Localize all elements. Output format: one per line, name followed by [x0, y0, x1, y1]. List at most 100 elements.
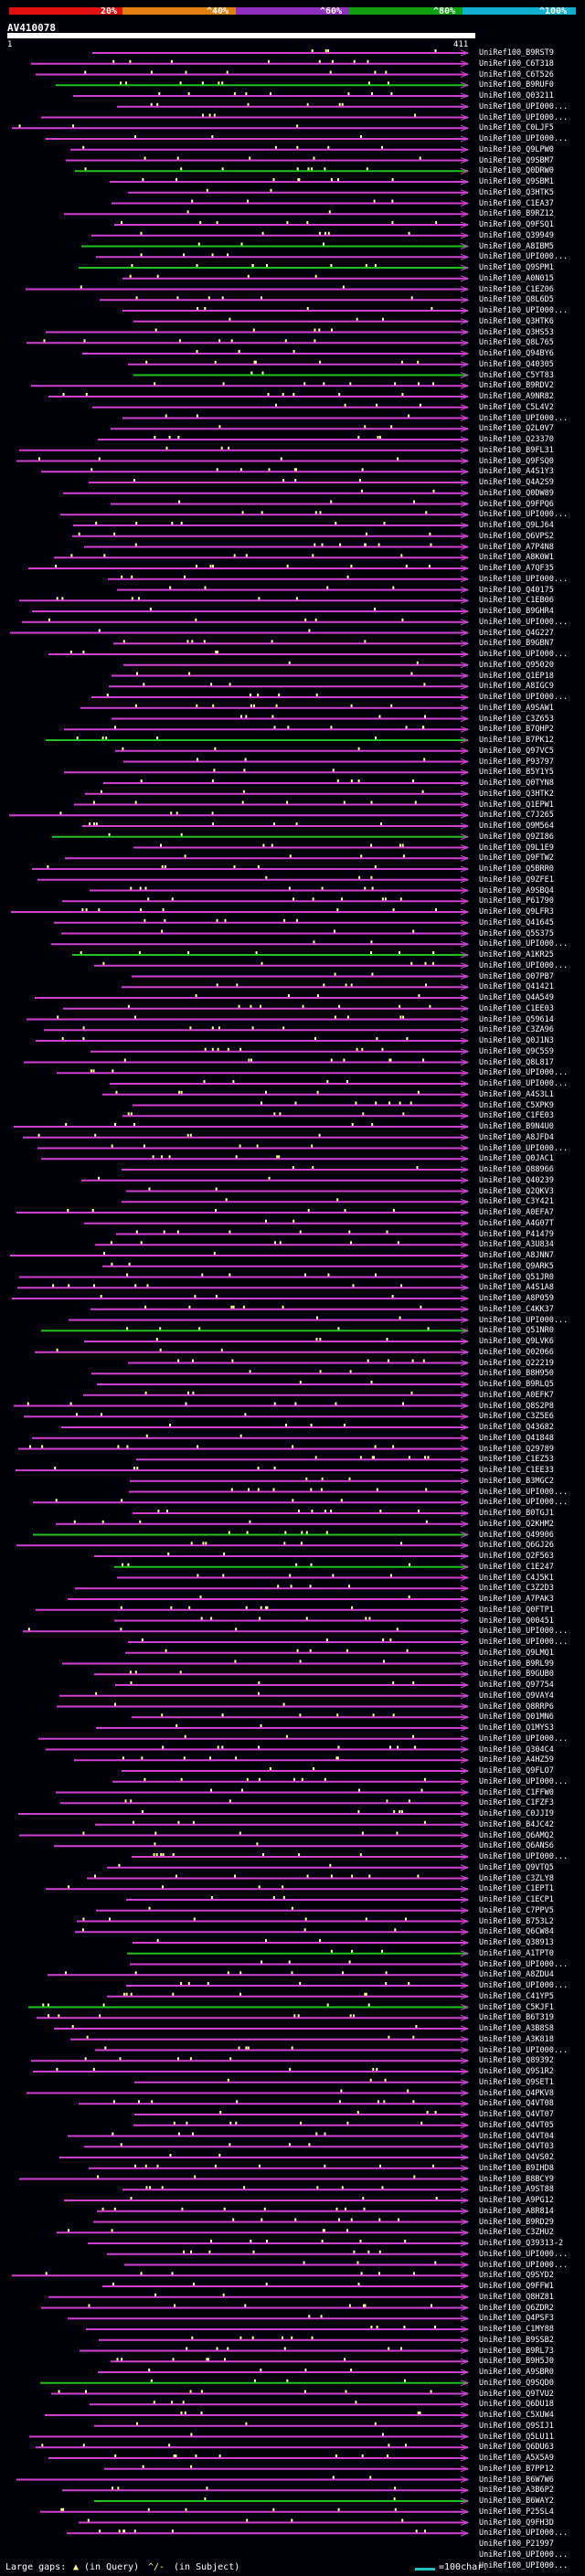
hit-label[interactable]: UniRef100_UPI000...: [479, 1638, 569, 1647]
hit-label[interactable]: UniRef100_C1FFW0: [479, 1787, 554, 1797]
hit-row[interactable]: [36, 2443, 470, 2451]
hit-row[interactable]: [33, 1531, 470, 1538]
hit-label[interactable]: UniRef100_B9RZ12: [479, 209, 554, 219]
hit-label[interactable]: UniRef100_UPI000...: [479, 1143, 569, 1153]
hit-row[interactable]: [46, 737, 470, 744]
hit-row[interactable]: [112, 715, 470, 722]
hit-label[interactable]: UniRef100_Q97754: [479, 1680, 554, 1690]
hit-row[interactable]: [9, 811, 470, 819]
hit-label[interactable]: UniRef100_Q3HTK2: [479, 789, 554, 799]
hit-label[interactable]: UniRef100_A3U834: [479, 1240, 554, 1250]
hit-label[interactable]: UniRef100_Q22219: [479, 1358, 554, 1368]
hit-label[interactable]: UniRef100_A9NR82: [479, 392, 554, 401]
hit-row[interactable]: [95, 2046, 470, 2053]
hit-label[interactable]: UniRef100_Q9SQD0: [479, 2378, 554, 2388]
hit-label[interactable]: UniRef100_A4S1Y3: [479, 467, 554, 477]
hit-row[interactable]: [27, 1015, 470, 1023]
hit-label[interactable]: UniRef100_C1ECP1: [479, 1895, 554, 1904]
hit-row[interactable]: [82, 822, 470, 830]
hit-row[interactable]: [17, 1284, 470, 1291]
hit-row[interactable]: [62, 2486, 470, 2494]
hit-row[interactable]: [128, 1638, 470, 1646]
hit-row[interactable]: [123, 661, 470, 669]
hit-label[interactable]: UniRef100_A8JFD4: [479, 1132, 554, 1142]
hit-row[interactable]: [31, 382, 470, 389]
hit-label[interactable]: UniRef100_UPI000...: [479, 939, 569, 949]
hit-label[interactable]: UniRef100_Q95020: [479, 660, 554, 670]
hit-label[interactable]: UniRef100_C3Y421: [479, 1197, 554, 1207]
hit-label[interactable]: UniRef100_Q9FSQ1: [479, 220, 554, 229]
hit-row[interactable]: [73, 92, 470, 100]
hit-label[interactable]: UniRef100_Q51JR0: [479, 1272, 554, 1282]
hit-row[interactable]: [69, 1316, 470, 1323]
hit-row[interactable]: [56, 1520, 470, 1528]
hit-label[interactable]: UniRef100_B8BCY9: [479, 2174, 554, 2184]
hit-label[interactable]: UniRef100_Q03211: [479, 91, 554, 101]
hit-label[interactable]: UniRef100_Q0JAC1: [479, 1154, 554, 1164]
hit-label[interactable]: UniRef100_Q40239: [479, 1175, 554, 1185]
hit-label[interactable]: UniRef100_A8R814: [479, 2206, 554, 2216]
hit-label[interactable]: UniRef100_Q6CW84: [479, 1927, 554, 1937]
hit-label[interactable]: UniRef100_P93797: [479, 757, 554, 767]
hit-row[interactable]: [31, 59, 470, 68]
hit-label[interactable]: UniRef100_Q39313-2: [479, 2239, 564, 2248]
hit-row[interactable]: [107, 2250, 470, 2258]
hit-label[interactable]: UniRef100_A4HZ59: [479, 1755, 554, 1765]
hit-label[interactable]: UniRef100_Q38913: [479, 1938, 554, 1947]
hit-label[interactable]: UniRef100_Q6GJ26: [479, 1541, 554, 1551]
hit-label[interactable]: UniRef100_Q1EPW1: [479, 800, 554, 810]
hit-row[interactable]: [91, 231, 470, 239]
hit-label[interactable]: UniRef100_Q9SIJ1: [479, 2421, 554, 2431]
hit-row[interactable]: [80, 704, 470, 712]
hit-label[interactable]: UniRef100_A9PG12: [479, 2196, 554, 2205]
hit-row[interactable]: [133, 371, 470, 378]
hit-row[interactable]: [32, 1434, 470, 1442]
hit-label[interactable]: UniRef100_Q3HTK5: [479, 187, 554, 197]
hit-label[interactable]: UniRef100_B6T319: [479, 2013, 554, 2023]
hit-row[interactable]: [81, 242, 470, 249]
hit-row[interactable]: [133, 1939, 470, 1946]
hit-label[interactable]: UniRef100_B9SSB2: [479, 2335, 554, 2345]
hit-label[interactable]: UniRef100_Q9FLO7: [479, 1766, 554, 1776]
hit-row[interactable]: [70, 2035, 470, 2043]
hit-row[interactable]: [110, 1080, 470, 1087]
hit-row[interactable]: [132, 1713, 470, 1721]
hit-row[interactable]: [19, 597, 470, 604]
hit-row[interactable]: [68, 2132, 470, 2139]
hit-label[interactable]: UniRef100_C3Z5E6: [479, 1412, 554, 1422]
hit-label[interactable]: UniRef100_Q23370: [479, 435, 554, 444]
hit-label[interactable]: UniRef100_A8IBM5: [479, 241, 554, 251]
hit-label[interactable]: UniRef100_A9SBR0: [479, 2368, 554, 2377]
hit-row[interactable]: [102, 1090, 470, 1098]
hit-label[interactable]: UniRef100_Q9FPQ6: [479, 499, 554, 509]
hit-row[interactable]: [112, 672, 470, 679]
hit-label[interactable]: UniRef100_UPI000...: [479, 2560, 569, 2571]
hit-row[interactable]: [24, 1413, 470, 1420]
hit-label[interactable]: UniRef100_B753L2: [479, 1916, 554, 1926]
hit-row[interactable]: [73, 522, 470, 529]
hit-label[interactable]: UniRef100_Q9C5S9: [479, 1046, 554, 1056]
hit-label[interactable]: UniRef100_UPI000...: [479, 2528, 569, 2539]
hit-label[interactable]: UniRef100_Q9FTW2: [479, 853, 554, 864]
hit-label[interactable]: UniRef100_P41479: [479, 1229, 554, 1239]
hit-row[interactable]: [89, 479, 470, 486]
hit-row[interactable]: [51, 940, 470, 948]
hit-label[interactable]: UniRef100_UPI000...: [479, 2549, 569, 2560]
hit-label[interactable]: UniRef100_Q9FFW1: [479, 2282, 554, 2291]
hit-row[interactable]: [33, 2068, 470, 2075]
hit-label[interactable]: UniRef100_B9H5J0: [479, 2357, 554, 2367]
hit-label[interactable]: UniRef100_Q6DU63: [479, 2443, 554, 2453]
hit-label[interactable]: UniRef100_C3Z2D3: [479, 1584, 554, 1594]
hit-row[interactable]: [127, 1949, 470, 1957]
hit-label[interactable]: UniRef100_Q9FH3D: [479, 2518, 554, 2528]
hit-label[interactable]: UniRef100_UPI000...: [479, 1733, 569, 1744]
hit-label[interactable]: UniRef100_A0EFA7: [479, 1208, 554, 1217]
hit-row[interactable]: [18, 1445, 470, 1452]
hit-row[interactable]: [117, 586, 470, 593]
hit-row[interactable]: [18, 1810, 470, 1818]
hit-row[interactable]: [27, 339, 470, 346]
hit-row[interactable]: [59, 2154, 470, 2161]
hit-row[interactable]: [111, 2358, 470, 2365]
hit-row[interactable]: [84, 2143, 470, 2150]
hit-label[interactable]: UniRef100_UPI000...: [479, 2260, 569, 2270]
